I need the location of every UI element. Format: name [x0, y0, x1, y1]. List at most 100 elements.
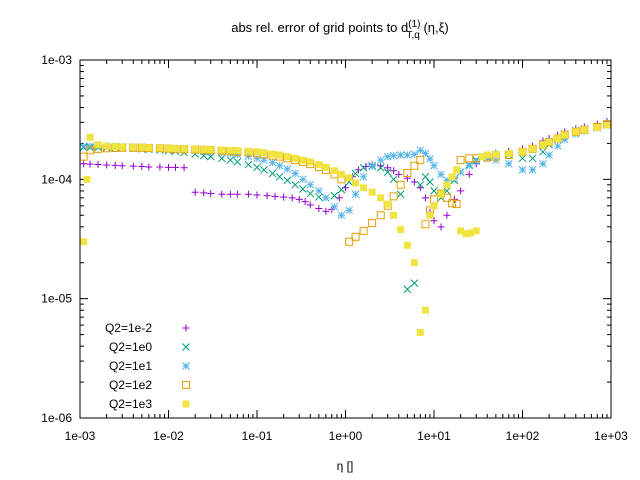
- data-point: [268, 158, 277, 167]
- data-point: [291, 180, 300, 189]
- data-point: [283, 165, 292, 173]
- data-point: [306, 201, 314, 209]
- data-point: [539, 159, 547, 168]
- data-point: [360, 184, 368, 192]
- data-point: [180, 145, 188, 153]
- data-point: [306, 189, 315, 198]
- data-point: [118, 162, 126, 170]
- data-point: [403, 241, 411, 249]
- data-point: [315, 193, 323, 201]
- data-point: [377, 194, 385, 202]
- data-point: [288, 194, 296, 202]
- data-point: [145, 144, 153, 152]
- data-point: [442, 193, 451, 202]
- data-point: [129, 162, 137, 170]
- chart-title-sup: (1): [408, 19, 420, 30]
- data-point: [561, 131, 569, 139]
- data-point: [426, 178, 434, 186]
- legend-label: Q2=1e1: [109, 359, 152, 373]
- data-point: [430, 195, 438, 204]
- data-point: [337, 185, 346, 194]
- data-point: [403, 168, 412, 177]
- data-point: [483, 151, 491, 159]
- data-point: [505, 149, 513, 157]
- data-point: [330, 202, 339, 211]
- data-point: [416, 180, 425, 189]
- data-point: [260, 156, 268, 164]
- data-point: [86, 146, 95, 155]
- data-point: [80, 160, 88, 168]
- data-point: [448, 199, 457, 208]
- data-point: [359, 226, 368, 235]
- data-point: [384, 200, 392, 208]
- data-point: [421, 220, 430, 229]
- legend-marker: [182, 400, 190, 408]
- data-point: [390, 211, 398, 219]
- data-point: [383, 168, 392, 176]
- data-point: [560, 135, 569, 144]
- data-point: [315, 161, 323, 169]
- data-point: [383, 152, 392, 161]
- data-point: [233, 158, 242, 166]
- data-point: [156, 163, 164, 171]
- data-point: [253, 154, 261, 163]
- data-point: [83, 175, 91, 183]
- data-point: [322, 163, 330, 171]
- data-point: [465, 170, 473, 178]
- data-point: [191, 145, 199, 153]
- data-point: [94, 161, 102, 169]
- data-point: [430, 187, 438, 195]
- data-point: [244, 147, 252, 155]
- chart-title: abs rel. error of grid points to d(1) T,q…: [231, 19, 449, 41]
- data-point: [437, 223, 445, 231]
- data-point: [389, 175, 398, 184]
- y-tick-label: 1e-03: [41, 53, 72, 67]
- data-point: [299, 175, 307, 184]
- data-point: [421, 306, 429, 314]
- data-point: [410, 279, 419, 287]
- data-point: [410, 161, 419, 170]
- data-point: [276, 151, 284, 159]
- data-point: [457, 227, 465, 235]
- data-point: [260, 166, 268, 174]
- y-tick-label: 1e-06: [41, 411, 72, 425]
- data-point: [456, 156, 465, 165]
- data-point: [426, 155, 434, 163]
- data-point: [244, 160, 253, 169]
- data-point: [306, 180, 315, 189]
- data-point: [337, 170, 345, 178]
- data-point: [396, 180, 405, 189]
- chart-title-suffix: (η,ξ): [420, 20, 449, 35]
- data-point: [233, 150, 242, 159]
- data-point: [397, 225, 405, 233]
- data-point: [283, 176, 292, 185]
- data-point: [462, 230, 470, 238]
- data-point: [504, 159, 513, 168]
- data-point: [111, 143, 119, 151]
- data-point: [207, 146, 215, 154]
- data-point: [416, 156, 425, 165]
- x-tick-label: 1e-02: [153, 429, 184, 443]
- data-point: [322, 193, 330, 202]
- data-point: [456, 168, 465, 176]
- data-point: [437, 170, 445, 179]
- data-point: [390, 167, 398, 175]
- data-point: [191, 188, 199, 196]
- data-point: [244, 190, 252, 198]
- data-point: [330, 167, 338, 175]
- data-point: [421, 194, 429, 202]
- data-point: [410, 259, 418, 267]
- data-point: [519, 148, 526, 156]
- data-point: [138, 143, 146, 151]
- data-point: [528, 154, 537, 163]
- data-point: [410, 178, 418, 186]
- data-point: [430, 217, 438, 225]
- data-point: [554, 134, 562, 142]
- data-point: [352, 179, 360, 187]
- x-tick-label: 1e+03: [594, 429, 628, 443]
- data-point: [351, 169, 360, 178]
- data-point: [79, 142, 88, 150]
- data-point: [253, 191, 261, 199]
- data-point: [165, 144, 172, 152]
